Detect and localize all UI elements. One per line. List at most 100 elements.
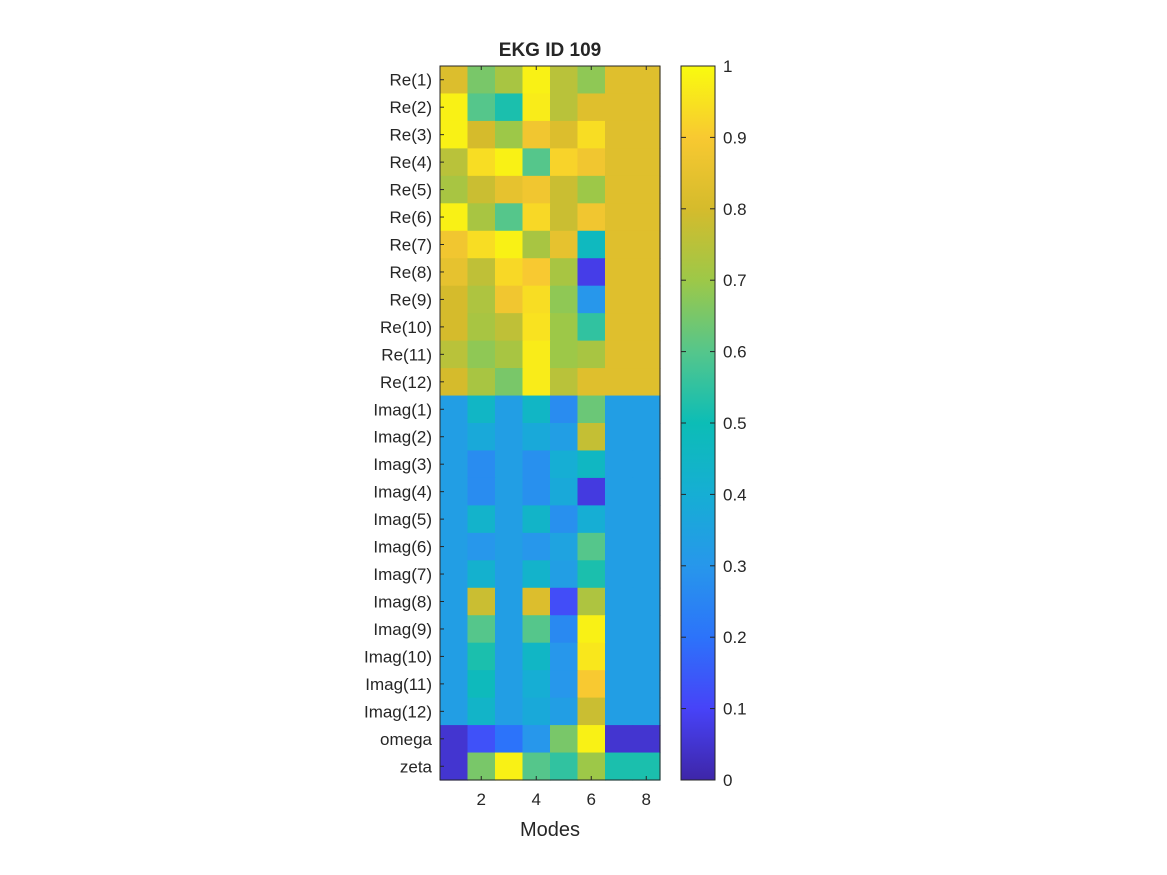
heatmap-cell bbox=[632, 340, 661, 369]
heatmap-cell bbox=[495, 450, 524, 479]
y-tick-label: Imag(7) bbox=[373, 565, 432, 584]
heatmap-cell bbox=[467, 93, 496, 122]
heatmap-cell bbox=[632, 368, 661, 397]
heatmap-cell bbox=[577, 66, 606, 95]
y-tick-label: Imag(1) bbox=[373, 400, 432, 419]
heatmap-cell bbox=[467, 725, 496, 754]
heatmap-cell bbox=[522, 423, 551, 452]
heatmap-cell bbox=[632, 66, 661, 95]
heatmap-cell bbox=[577, 285, 606, 314]
y-tick-label: Imag(8) bbox=[373, 593, 432, 612]
plot-frame bbox=[439, 65, 661, 781]
heatmap-cell bbox=[440, 587, 469, 616]
heatmap-cell bbox=[495, 560, 524, 589]
heatmap-cell bbox=[632, 697, 661, 726]
heatmap-cell bbox=[632, 395, 661, 424]
heatmap-cell bbox=[467, 560, 496, 589]
y-tick-label: Imag(11) bbox=[365, 675, 432, 694]
heatmap-cell bbox=[550, 477, 579, 506]
heatmap-cell bbox=[440, 368, 469, 397]
heatmap-cell bbox=[522, 340, 551, 369]
heatmap-cell bbox=[632, 615, 661, 644]
heatmap-cell bbox=[605, 725, 634, 754]
x-tick-label: 6 bbox=[587, 790, 596, 809]
y-tick-label: Re(10) bbox=[380, 318, 432, 337]
heatmap-cell bbox=[467, 203, 496, 232]
y-tick-label: Imag(9) bbox=[373, 620, 432, 639]
heatmap-cell bbox=[550, 258, 579, 287]
heatmap-cell bbox=[577, 120, 606, 149]
heatmap-cell bbox=[495, 120, 524, 149]
y-tick-label: omega bbox=[380, 730, 433, 749]
heatmap-cell bbox=[550, 120, 579, 149]
heatmap-cell bbox=[577, 175, 606, 204]
heatmap-cell bbox=[632, 203, 661, 232]
heatmap-cell bbox=[550, 697, 579, 726]
colorbar-tick-label: 0.1 bbox=[723, 700, 747, 719]
heatmap-cell bbox=[550, 148, 579, 177]
heatmap-cell bbox=[440, 66, 469, 95]
heatmap-cell bbox=[495, 725, 524, 754]
heatmap-cell bbox=[605, 587, 634, 616]
heatmap-cell bbox=[550, 230, 579, 259]
heatmap-cell bbox=[605, 120, 634, 149]
heatmap-cell bbox=[632, 560, 661, 589]
heatmap-cell bbox=[495, 505, 524, 534]
heatmap-cell bbox=[550, 285, 579, 314]
heatmap-cell bbox=[440, 560, 469, 589]
heatmap-cell bbox=[632, 423, 661, 452]
heatmap-cell bbox=[577, 340, 606, 369]
heatmap-cell bbox=[632, 148, 661, 177]
heatmap-cell bbox=[577, 258, 606, 287]
heatmap-cell bbox=[522, 505, 551, 534]
heatmap-cell bbox=[495, 395, 524, 424]
colorbar-tick-label: 0.3 bbox=[723, 557, 747, 576]
y-tick-label: Re(2) bbox=[389, 98, 432, 117]
heatmap-cell bbox=[522, 175, 551, 204]
x-tick-label: 4 bbox=[532, 790, 541, 809]
heatmap-cell bbox=[495, 93, 524, 122]
heatmap-cell bbox=[440, 340, 469, 369]
heatmap-cell bbox=[577, 395, 606, 424]
heatmap-cell bbox=[632, 532, 661, 561]
heatmap-cell bbox=[605, 175, 634, 204]
heatmap-cell bbox=[605, 93, 634, 122]
heatmap-cell bbox=[605, 340, 634, 369]
heatmap-cell bbox=[440, 423, 469, 452]
heatmap-cell bbox=[440, 258, 469, 287]
heatmap-cell bbox=[550, 725, 579, 754]
heatmap-cell bbox=[605, 148, 634, 177]
y-tick-label: Re(1) bbox=[389, 71, 432, 90]
heatmap-cell bbox=[522, 313, 551, 342]
heatmap-cell bbox=[577, 697, 606, 726]
heatmap-cell bbox=[605, 560, 634, 589]
heatmap-cell bbox=[632, 450, 661, 479]
heatmap-cell bbox=[522, 230, 551, 259]
heatmap-cell bbox=[495, 148, 524, 177]
heatmap-cell bbox=[495, 203, 524, 232]
heatmap-cell bbox=[605, 642, 634, 671]
heatmap-cell bbox=[632, 313, 661, 342]
heatmap-cell bbox=[467, 697, 496, 726]
heatmap-cell bbox=[495, 313, 524, 342]
heatmap-cell bbox=[440, 175, 469, 204]
heatmap-cell bbox=[522, 368, 551, 397]
heatmap-cell bbox=[522, 148, 551, 177]
heatmap-cell bbox=[440, 505, 469, 534]
heatmap-cell bbox=[440, 120, 469, 149]
heatmap-cell bbox=[440, 477, 469, 506]
heatmap-cell bbox=[605, 615, 634, 644]
heatmap-cell bbox=[467, 615, 496, 644]
heatmap-cell bbox=[577, 670, 606, 699]
y-tick-label: Re(4) bbox=[389, 153, 432, 172]
heatmap-cell bbox=[605, 230, 634, 259]
heatmap-cell bbox=[440, 395, 469, 424]
heatmap-cell bbox=[577, 725, 606, 754]
heatmap-cell bbox=[467, 670, 496, 699]
heatmap-cell bbox=[467, 642, 496, 671]
y-tick-label: Imag(6) bbox=[373, 538, 432, 557]
heatmap-cell bbox=[577, 587, 606, 616]
y-tick-label: Imag(12) bbox=[364, 702, 432, 721]
heatmap-cell bbox=[522, 697, 551, 726]
